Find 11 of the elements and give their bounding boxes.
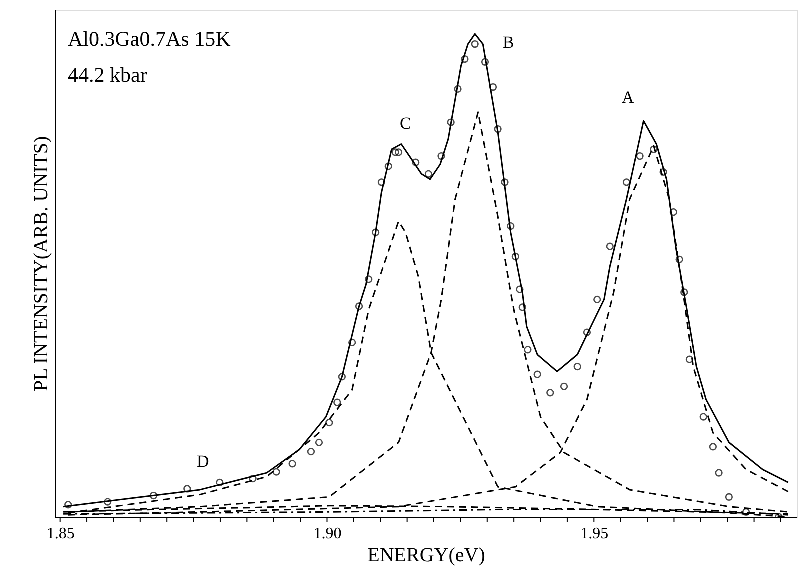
annotation: D	[197, 452, 210, 471]
annotation: A	[622, 88, 635, 107]
annotation: C	[400, 114, 412, 133]
x-tick-label: 1.85	[46, 526, 75, 542]
x-axis-title: ENERGY(eV)	[368, 544, 486, 566]
y-axis-title: PL INTENSITY(ARB. UNITS)	[30, 136, 52, 392]
annotation: Al0.3Ga0.7As 15K	[68, 27, 231, 51]
x-tick-label: 1.95	[580, 526, 609, 542]
annotation: 44.2 kbar	[68, 63, 148, 87]
x-tick-label: 1.90	[314, 526, 342, 542]
annotation: B	[503, 33, 514, 52]
